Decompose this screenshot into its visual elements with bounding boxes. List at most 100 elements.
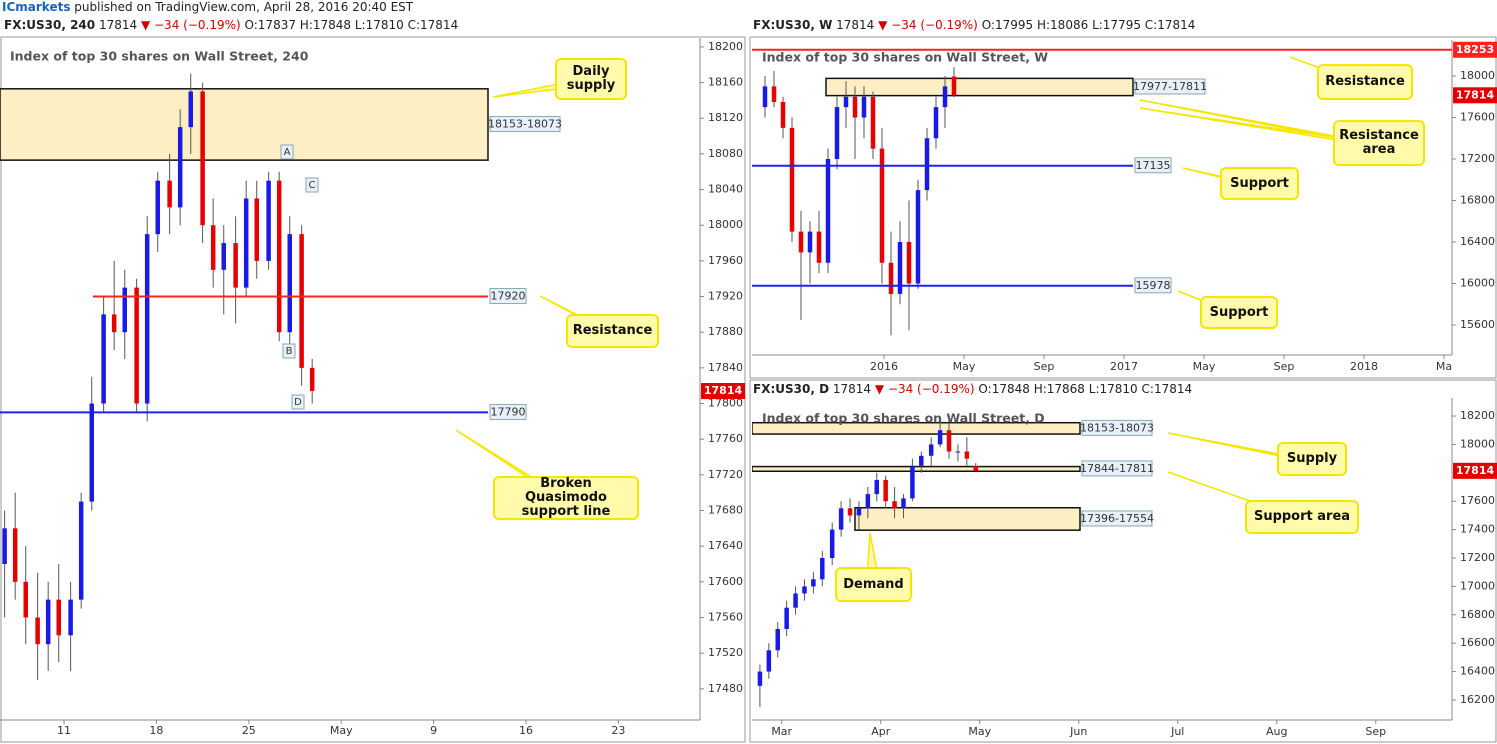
candle-body [266,180,271,261]
candle-body [802,586,807,594]
zone [0,88,489,161]
zone-tag [1081,510,1153,527]
point-marker [291,394,305,410]
candle-body [12,528,18,582]
axis-tag-label: 18253 [1456,43,1494,56]
candle-body [122,287,127,333]
y-tick-label: 18040 [708,183,743,196]
candle-body [780,101,786,128]
candle-body [825,159,831,263]
brand[interactable]: ICmarkets [2,0,71,14]
change: −34 (−0.19%) [891,18,978,32]
y-tick-label: 17640 [708,539,743,552]
ohlc-value: H:18086 [1036,18,1089,32]
x-tick-label: 23 [611,724,625,737]
x-tick-label: 9 [430,724,437,737]
point-marker-label: C [309,180,316,191]
candle-body [89,403,94,502]
publish-text: published on TradingView.com, April 28, … [74,0,414,14]
zone-tag [489,115,561,132]
candle-body [973,466,979,471]
level-tag [489,403,527,420]
zone-tag-label: 17844-17811 [1080,462,1154,475]
price-tag-label: 17814 [1456,464,1495,477]
candle-body [811,579,816,587]
candle-body [167,180,172,208]
candle-body [155,180,160,235]
level-tag-label: 15978 [1136,279,1171,292]
candle-body [951,76,957,96]
candle-body [942,86,948,108]
callout: Support area [1245,500,1359,534]
level-tag-label: 17920 [491,290,526,303]
plot-area [0,73,489,680]
callout: Supply [1277,442,1347,476]
point-marker-label: D [294,397,302,408]
candle-body [798,231,804,253]
zone-tag-label: 18153-18073 [1080,421,1154,434]
y-tick-label: 16400 [1460,665,1495,678]
candle-body [771,86,777,102]
chart-title: Index of top 30 shares on Wall Street, 2… [10,49,309,64]
point-marker [280,144,294,160]
candle-body [789,127,795,232]
candle-body [233,243,238,288]
x-tick-label: May [953,360,976,373]
callout: Broken Quasimodo support line [493,476,639,520]
candle-body [78,501,84,600]
zone-tag [1081,460,1153,477]
ohlc-value: C:17814 [407,18,459,32]
symbol: FX:US30, D [753,382,830,396]
publish-line: ICmarkets published on TradingView.com, … [2,0,413,14]
ohlc-value: L:17810 [1088,382,1138,396]
y-tick-label: 17920 [708,290,743,303]
ohlc-value: O:17837 [244,18,296,32]
candle-body [829,529,835,559]
y-tick-label: 17840 [708,361,743,374]
candle-body [879,148,885,263]
y-tick-label: 15600 [1460,318,1495,331]
y-tick-label: 18200 [1460,409,1495,422]
point-marker-label: B [286,346,293,357]
zone-tag-label: 17977-17811 [1133,80,1207,93]
candle-body [955,451,961,453]
x-tick-label: Sep [1274,360,1295,373]
candle-body [820,558,825,580]
x-tick-label: 11 [57,724,71,737]
last-price: 17814 [832,382,872,396]
candle-body [897,242,903,294]
symbol: FX:US30, 240 [4,18,96,32]
candle-body [892,501,897,509]
callout: Support [1200,296,1278,329]
point-marker-label: A [284,147,291,158]
callout: Resistance area [1333,120,1425,166]
x-tick-label: 18 [149,724,163,737]
candle-body [784,607,789,629]
y-tick-label: 16800 [1460,608,1495,621]
candle-body [68,599,73,636]
y-tick-label: 17200 [1460,551,1495,564]
y-tick-label: 18080 [708,147,743,160]
last-price: 17814 [836,18,875,32]
x-tick-label: Ma [1436,360,1452,373]
candle-body [56,599,61,636]
candle-body [775,628,780,651]
x-tick-label: May [330,724,353,737]
candle-body [933,107,939,139]
candle-body [134,287,139,404]
zone [752,421,1081,435]
symbol-header: FX:US30, W 17814 ▼ −34 (−0.19%) O:17995 … [753,18,1195,32]
y-tick-label: 16600 [1460,636,1495,649]
y-tick-label: 17600 [1460,111,1495,124]
candle-body [243,198,249,288]
symbol: FX:US30, W [753,18,833,32]
ohlc-value: C:17814 [1141,382,1193,396]
x-tick-label: Aug [1266,725,1287,738]
price-tag-label: 17814 [1456,88,1495,101]
y-tick-label: 17600 [708,575,743,588]
y-tick-label: 18000 [1460,69,1495,82]
x-tick-label: 25 [242,724,256,737]
x-tick-label: Jul [1170,725,1184,738]
zone [825,77,1134,97]
